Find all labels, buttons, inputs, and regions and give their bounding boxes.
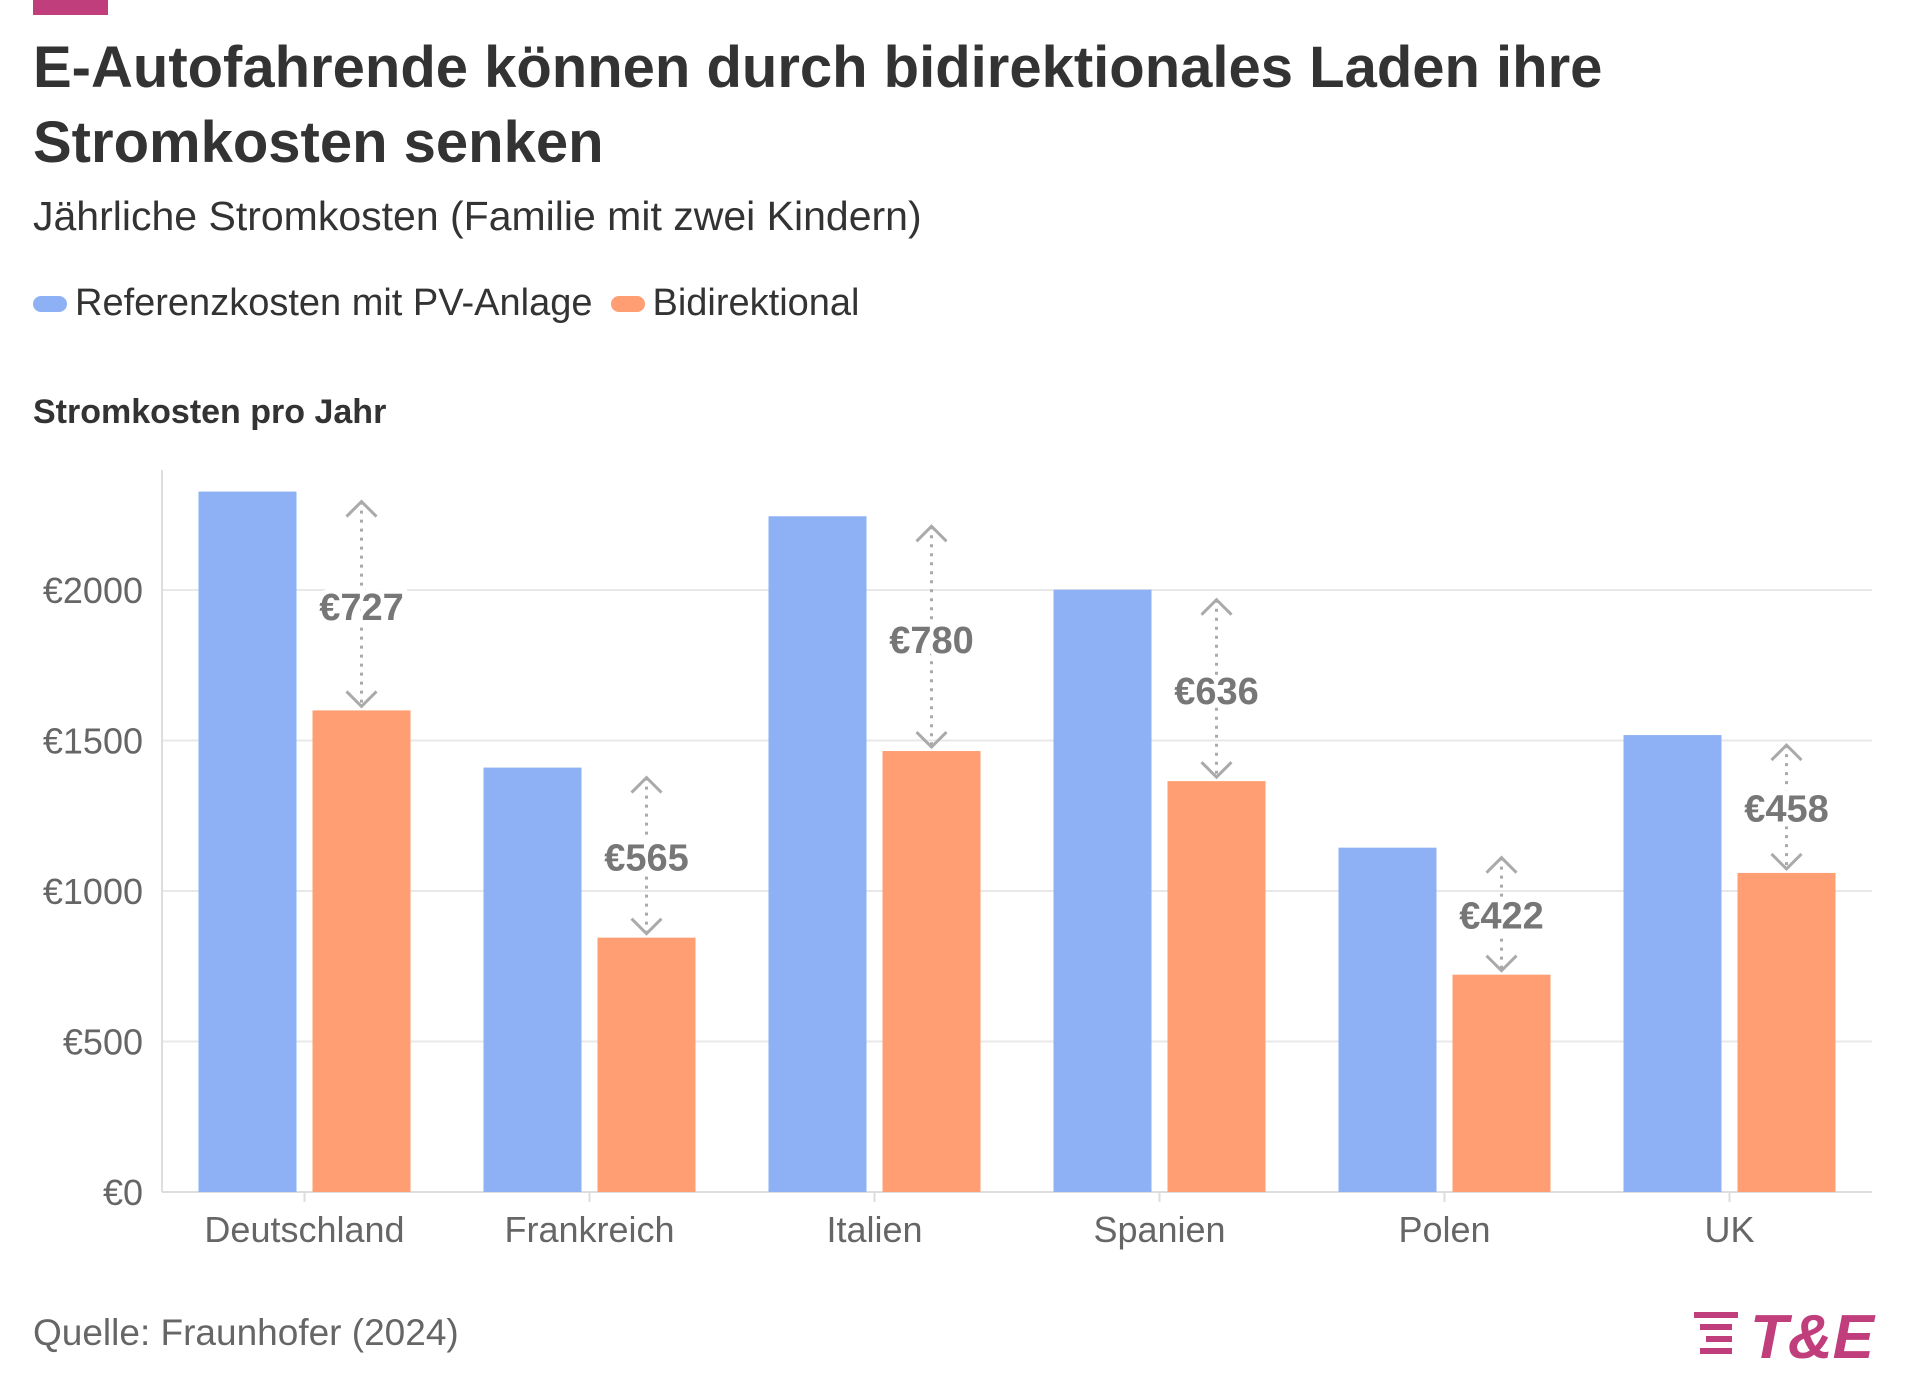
difference-arrow-up-head (345, 499, 378, 518)
difference-arrow-down-head (1200, 761, 1233, 780)
bar-chart: €0€500€1000€1500€2000Deutschland€727€727… (43, 470, 1872, 1250)
x-category-label: Frankreich (504, 1209, 674, 1250)
difference-label-halo: €565 (604, 838, 689, 880)
legend-item-bidirectional: Bidirektional (610, 282, 860, 325)
legend-label-bidirectional: Bidirektional (652, 282, 860, 324)
top-accent-bar (33, 0, 108, 15)
bar-reference (1338, 847, 1437, 1192)
bar-reference (1623, 735, 1722, 1192)
difference-label: €458 (1744, 788, 1829, 830)
bar-reference (483, 767, 582, 1192)
x-category-label: Deutschland (204, 1209, 404, 1250)
legend: Referenzkosten mit PV-Anlage Bidirektion… (33, 282, 878, 325)
legend-swatch-bidirectional (610, 295, 645, 312)
x-category-label: Spanien (1093, 1209, 1225, 1250)
legend-label-reference: Referenzkosten mit PV-Anlage (75, 282, 593, 324)
difference-arrow-up-head (1770, 742, 1803, 762)
bar-reference (198, 491, 297, 1192)
y-axis-title: Stromkosten pro Jahr (33, 393, 387, 431)
difference-label: €780 (889, 620, 974, 662)
chart-subtitle: Jährliche Stromkosten (Familie mit zwei … (33, 193, 922, 239)
y-tick-label: €1000 (43, 871, 143, 912)
source-note: Quelle: Fraunhofer (2024) (33, 1312, 459, 1353)
difference-label-halo: €422 (1459, 895, 1544, 937)
difference-label-halo: €458 (1744, 788, 1829, 830)
y-tick-label: €0 (103, 1172, 143, 1213)
y-tick-label: €1500 (43, 721, 143, 762)
difference-arrow-down-head (345, 690, 378, 709)
difference-label: €565 (604, 838, 689, 880)
x-category-label: Polen (1398, 1209, 1490, 1250)
difference-label: €422 (1459, 895, 1544, 937)
y-tick-label: €2000 (43, 570, 143, 611)
x-category-label: Italien (826, 1209, 922, 1250)
difference-arrow-up-head (1200, 597, 1233, 616)
difference-arrow-up-head (1485, 855, 1518, 874)
difference-label-halo: €636 (1174, 671, 1259, 713)
difference-arrow-up-head (630, 775, 663, 794)
difference-arrow-up-head (915, 524, 948, 543)
difference-arrow-down-head (1770, 852, 1803, 872)
bar-bidirectional (1167, 781, 1266, 1192)
x-category-label: UK (1704, 1209, 1754, 1250)
bar-reference (768, 516, 867, 1192)
bar-bidirectional (1737, 872, 1836, 1192)
difference-label-halo: €780 (889, 620, 974, 662)
bar-bidirectional (312, 710, 411, 1192)
chart-title: E-Autofahrende können durch bidirektiona… (33, 35, 1603, 175)
difference-label: €636 (1174, 671, 1259, 713)
legend-swatch-reference (33, 295, 67, 312)
bar-bidirectional (882, 751, 981, 1192)
difference-label-halo: €727 (319, 587, 404, 629)
y-tick-label: €500 (63, 1022, 143, 1063)
difference-label: €727 (319, 587, 404, 629)
legend-item-reference: Referenzkosten mit PV-Anlage (33, 282, 593, 325)
bar-reference (1053, 589, 1152, 1192)
difference-arrow-down-head (915, 730, 948, 750)
difference-arrow-down-head (630, 917, 663, 936)
bar-bidirectional (597, 937, 696, 1192)
difference-arrow-down-head (1485, 954, 1518, 973)
te-logo: T&E (1694, 1303, 1876, 1368)
svg-text:T&E: T&E (1750, 1303, 1876, 1368)
bar-bidirectional (1452, 974, 1551, 1192)
